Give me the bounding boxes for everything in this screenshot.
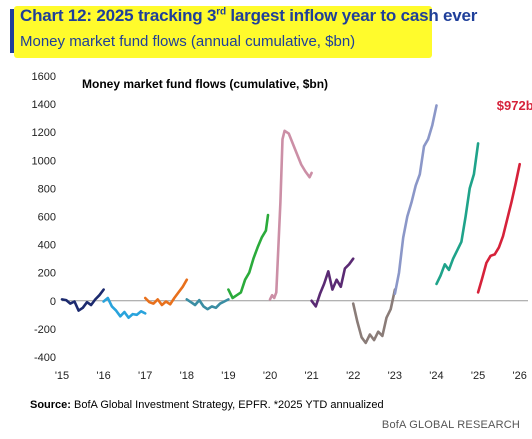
chart-title-sup: rd [216, 6, 226, 18]
x-tick-label: '17 [138, 370, 152, 382]
x-tick-label: '21 [304, 370, 318, 382]
series-line-6 [310, 257, 355, 308]
y-tick-label: -200 [34, 324, 56, 336]
series-line-9 [435, 142, 480, 286]
x-axis: '15 '16 '17 '18 '19 '20 '21 '22 '23 '24 '25 '26 [55, 370, 527, 382]
chart-header: Chart 12: 2025 tracking 3rd largest infl… [0, 0, 532, 58]
x-tick-label: '22 [346, 370, 360, 382]
series-layer [60, 104, 522, 345]
source-note: Source: BofA Global Investment Strategy,… [30, 399, 384, 411]
x-tick-label: '15 [55, 370, 69, 382]
y-axis: -400 -200 0 200 400 600 800 1000 1200 1400 1600 [32, 71, 56, 364]
series-line-3 [185, 298, 230, 311]
series-line-0 [60, 288, 105, 312]
chart-title: Chart 12: 2025 tracking 3rd largest infl… [20, 6, 477, 26]
y-tick-label: 1000 [32, 155, 56, 167]
x-tick-label: '18 [180, 370, 194, 382]
chart-subtitle: Money market fund flows (annual cumulati… [20, 33, 356, 50]
chart-inner-title: Money market fund flows (cumulative, $bn… [82, 77, 328, 91]
source-text: BofA Global Investment Strategy, EPFR. *… [70, 399, 384, 411]
series-line-1 [102, 296, 147, 320]
money-market-flows-chart: -400 -200 0 200 400 600 800 1000 1200 1400 1600 '1… [32, 71, 532, 382]
y-tick-label: 1600 [32, 71, 56, 83]
x-tick-label: '19 [221, 370, 235, 382]
series-line-4 [227, 213, 270, 300]
x-tick-label: '25 [471, 370, 485, 382]
y-tick-label: 0 [50, 296, 56, 308]
y-tick-label: 1200 [32, 127, 56, 139]
x-tick-label: '20 [263, 370, 277, 382]
series-line-5 [268, 129, 313, 301]
chart-title-pre: Chart 12: 2025 tracking 3 [20, 6, 217, 25]
source-label: Source: [30, 399, 71, 411]
series-line-8 [393, 104, 438, 296]
x-tick-label: '23 [388, 370, 402, 382]
title-highlight [14, 6, 432, 58]
series-line-7 [351, 288, 397, 345]
y-tick-label: 800 [38, 183, 56, 195]
brand-label: BofA GLOBAL RESEARCH [381, 419, 520, 431]
y-tick-label: -400 [34, 352, 56, 364]
x-tick-label: '26 [513, 370, 527, 382]
y-tick-label: 600 [38, 212, 56, 224]
y-tick-label: 200 [38, 268, 56, 280]
y-tick-label: 400 [38, 240, 56, 252]
title-accent-bar [10, 9, 14, 53]
chart-title-post: largest inflow year to cash ever [225, 6, 478, 25]
x-tick-label: '16 [96, 370, 110, 382]
latest-value-annotation: $972bn [497, 98, 532, 113]
series-line-2 [143, 278, 189, 307]
x-tick-label: '24 [429, 370, 443, 382]
series-line-10 [476, 162, 522, 294]
y-tick-label: 1400 [32, 99, 56, 111]
